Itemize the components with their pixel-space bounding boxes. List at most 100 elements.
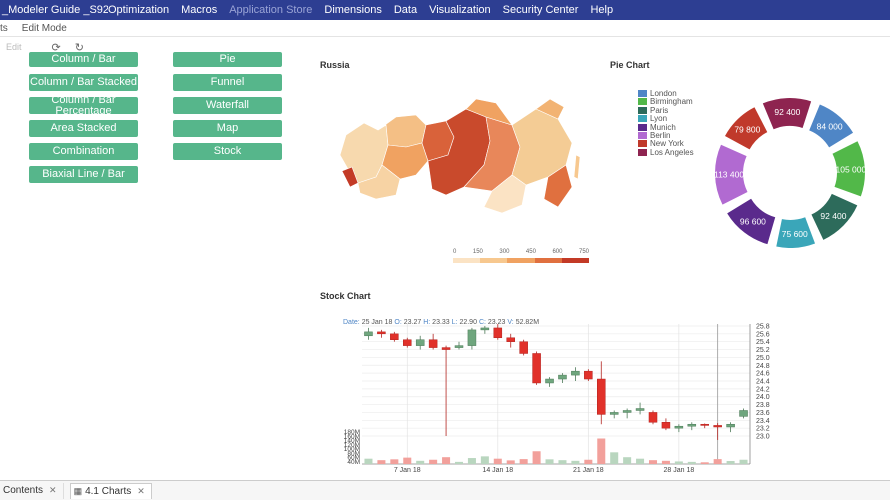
menu-visualization[interactable]: Visualization bbox=[429, 4, 491, 16]
waterfall-button[interactable]: Waterfall bbox=[173, 97, 282, 114]
menu-help[interactable]: Help bbox=[590, 4, 614, 16]
candle-body[interactable] bbox=[428, 339, 438, 348]
menu-security-center[interactable]: Security Center bbox=[502, 4, 579, 16]
pie-slice[interactable] bbox=[811, 193, 858, 240]
candle-body[interactable] bbox=[441, 347, 451, 350]
stock-info-close-label: C: bbox=[479, 319, 486, 326]
stock-y-tick: 25.4 bbox=[756, 339, 770, 346]
candle-body[interactable] bbox=[377, 331, 386, 335]
sub-toolbar: ts Edit Mode bbox=[0, 20, 890, 37]
pie-legend-item[interactable]: Los Angeles bbox=[638, 148, 694, 157]
app-title[interactable]: _Modeler Guide _S92... bbox=[2, 4, 108, 16]
stock-info-volume: 52.82M bbox=[516, 319, 540, 326]
candle-body[interactable] bbox=[558, 374, 567, 380]
menu-application-store[interactable]: Application Store bbox=[229, 4, 313, 16]
column-bar-button[interactable]: Column / Bar bbox=[29, 52, 138, 67]
candle-body[interactable] bbox=[622, 410, 632, 413]
candle-body[interactable] bbox=[364, 331, 373, 337]
sync-icon[interactable]: ↻ bbox=[74, 41, 84, 54]
volume-bar bbox=[597, 438, 606, 464]
stock-volume-tick: 180M bbox=[344, 429, 360, 436]
stock-info-low: 22.90 bbox=[459, 319, 477, 326]
candle-body[interactable] bbox=[635, 408, 645, 411]
tab-contents[interactable]: Contents ✕ bbox=[0, 482, 64, 499]
candle-body[interactable] bbox=[609, 412, 619, 415]
pie-legend-item[interactable]: Berlin bbox=[638, 131, 670, 140]
map-region-yakutia-north bbox=[465, 98, 513, 126]
pie-legend-item[interactable]: Birmingham bbox=[638, 97, 693, 106]
area-stacked-button[interactable]: Area Stacked bbox=[29, 120, 138, 137]
candle-body[interactable] bbox=[584, 370, 593, 380]
candle-body[interactable] bbox=[674, 425, 684, 429]
candle-body[interactable] bbox=[661, 422, 671, 429]
pie-chart: 84 000 105 000 92 400 75 600 96 600 113 400 79… bbox=[715, 98, 865, 248]
column-bar-stacked-button[interactable]: Column / Bar Stacked bbox=[29, 74, 138, 91]
refresh-icon[interactable]: ⟳ bbox=[51, 41, 61, 54]
candle-body[interactable] bbox=[467, 329, 477, 346]
candle-body[interactable] bbox=[506, 337, 515, 342]
volume-bar bbox=[739, 459, 748, 464]
candle-body[interactable] bbox=[700, 423, 709, 426]
map-button[interactable]: Map bbox=[173, 120, 282, 137]
column-bar-percentage-button[interactable]: Column / Bar Percentage bbox=[29, 97, 138, 114]
close-icon[interactable]: ✕ bbox=[137, 485, 145, 496]
pie-slice[interactable] bbox=[762, 98, 812, 130]
candle-body[interactable] bbox=[403, 339, 412, 346]
pie-legend-item[interactable]: New York bbox=[638, 139, 684, 148]
edit-mode-button[interactable]: Edit Mode bbox=[21, 22, 67, 34]
stock-y-tick: 25.6 bbox=[756, 331, 770, 338]
pie-slice[interactable] bbox=[715, 144, 748, 205]
menu-optimization[interactable]: Optimization bbox=[108, 4, 170, 16]
tab-label: Contents bbox=[3, 485, 44, 496]
pie-legend-item[interactable]: Munich bbox=[638, 123, 676, 132]
close-icon[interactable]: ✕ bbox=[49, 485, 57, 495]
candle-body[interactable] bbox=[480, 327, 490, 331]
candle-body[interactable] bbox=[454, 345, 464, 348]
tab-charts[interactable]: ▦ 4.1 Charts ✕ bbox=[69, 482, 152, 499]
pie-slice-label: 96 600 bbox=[740, 216, 766, 226]
candle-body[interactable] bbox=[532, 353, 541, 384]
volume-bar bbox=[726, 461, 735, 464]
candle-body[interactable] bbox=[390, 333, 399, 340]
candle-body[interactable] bbox=[687, 423, 697, 427]
combination-button[interactable]: Combination bbox=[29, 143, 138, 160]
pie-slice-label: 84 000 bbox=[817, 122, 843, 132]
candle-body[interactable] bbox=[726, 423, 735, 428]
pie-slice[interactable] bbox=[809, 104, 854, 148]
candle-body[interactable] bbox=[415, 339, 425, 346]
candle-body[interactable] bbox=[519, 341, 528, 354]
pie-slice[interactable] bbox=[832, 141, 865, 197]
legend-swatch bbox=[638, 123, 647, 131]
candle-body[interactable] bbox=[571, 370, 580, 376]
pie-slice[interactable] bbox=[776, 217, 816, 248]
pie-slice[interactable] bbox=[727, 198, 776, 245]
volume-bar bbox=[674, 461, 683, 464]
legend-label: New York bbox=[650, 139, 684, 149]
pie-button[interactable]: Pie bbox=[173, 52, 282, 67]
pie-slice[interactable] bbox=[724, 107, 768, 150]
stock-button[interactable]: Stock bbox=[173, 143, 282, 160]
stock-y-tick: 23.0 bbox=[756, 434, 770, 441]
candle-body[interactable] bbox=[648, 412, 658, 423]
pie-legend-item[interactable]: Lyon bbox=[638, 114, 667, 123]
map-region-primorye bbox=[543, 164, 573, 208]
menu-data[interactable]: Data bbox=[393, 4, 418, 16]
biaxial-line-bar-button[interactable]: Biaxial Line / Bar bbox=[29, 166, 138, 183]
subbar-item-charts[interactable]: ts bbox=[0, 22, 8, 34]
menu-macros[interactable]: Macros bbox=[181, 4, 218, 16]
stock-info-date-label: Date: bbox=[343, 319, 360, 326]
edit-dropdown[interactable]: Edit bbox=[6, 42, 22, 52]
candle-body[interactable] bbox=[493, 327, 503, 339]
menu-dimensions[interactable]: Dimensions bbox=[324, 4, 382, 16]
pie-legend-item[interactable]: Paris bbox=[638, 106, 668, 115]
map-legend-tick: 450 bbox=[525, 249, 536, 255]
pie-legend-item[interactable]: London bbox=[638, 89, 677, 98]
legend-swatch bbox=[638, 115, 647, 123]
candle-body[interactable] bbox=[545, 378, 554, 384]
funnel-button[interactable]: Funnel bbox=[173, 74, 282, 91]
stock-chart: Date: 25 Jan 18 O: 23.27 H: 23.33 L: 22.… bbox=[343, 319, 770, 474]
pie-slice-label: 79 800 bbox=[734, 124, 760, 134]
candle-body[interactable] bbox=[739, 410, 748, 417]
candle-body[interactable] bbox=[713, 425, 722, 428]
candle-body[interactable] bbox=[597, 378, 606, 415]
